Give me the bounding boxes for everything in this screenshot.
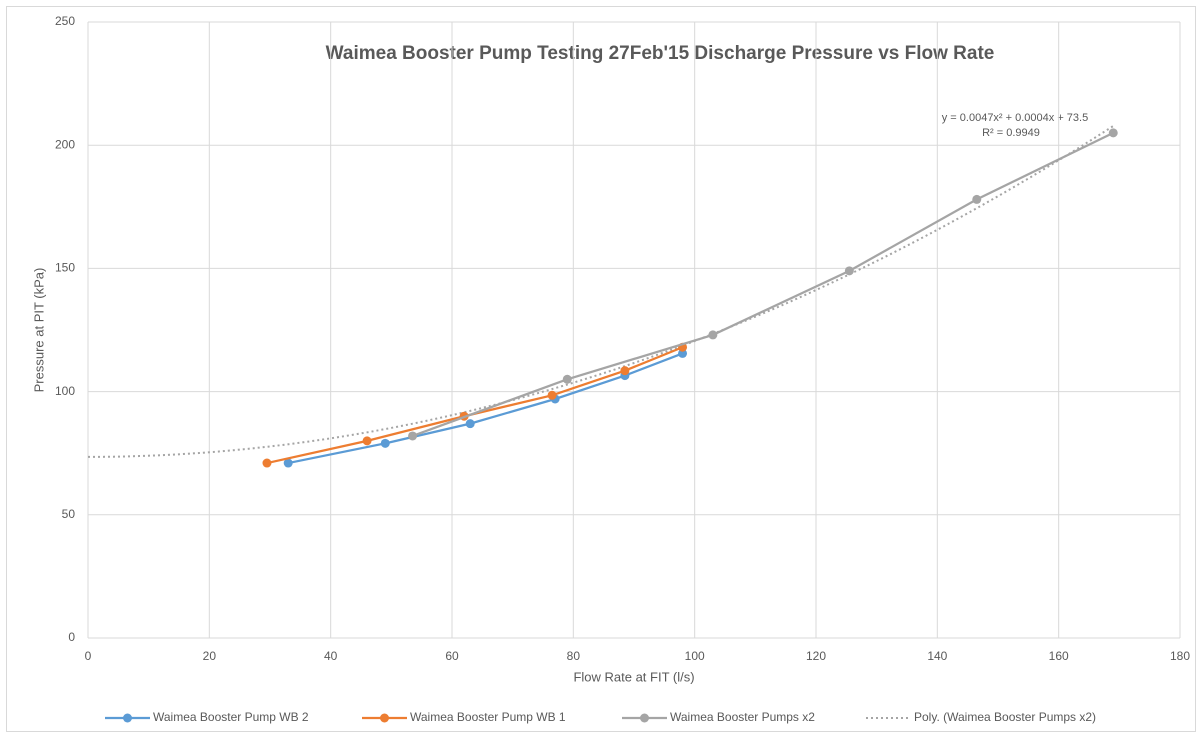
legend-marker bbox=[640, 713, 649, 723]
chart-title: Waimea Booster Pump Testing 27Feb'15 Dis… bbox=[326, 43, 995, 64]
y-tick-label: 100 bbox=[55, 384, 75, 398]
x-tick-label: 0 bbox=[85, 649, 92, 663]
marker bbox=[465, 419, 475, 429]
marker bbox=[408, 431, 418, 441]
x-tick-label: 100 bbox=[685, 649, 705, 663]
marker bbox=[562, 374, 572, 384]
y-axis-title: Pressure at PIT (kPa) bbox=[31, 268, 46, 393]
marker bbox=[972, 194, 982, 204]
x-axis-title: Flow Rate at FIT (l/s) bbox=[573, 669, 694, 684]
x-tick-label: 120 bbox=[806, 649, 826, 663]
x-tick-label: 140 bbox=[927, 649, 947, 663]
marker bbox=[380, 438, 390, 448]
x-tick-label: 180 bbox=[1170, 649, 1190, 663]
marker bbox=[708, 330, 718, 340]
x-tick-label: 20 bbox=[203, 649, 217, 663]
y-tick-label: 250 bbox=[55, 14, 75, 28]
marker bbox=[620, 366, 630, 376]
y-tick-label: 0 bbox=[68, 630, 75, 644]
x-tick-label: 80 bbox=[567, 649, 581, 663]
legend-marker bbox=[123, 713, 132, 723]
marker bbox=[362, 436, 372, 446]
series-line bbox=[266, 346, 683, 465]
marker bbox=[678, 348, 688, 358]
legend-label: Waimea Booster Pump WB 1 bbox=[410, 710, 566, 724]
x-tick-label: 60 bbox=[445, 649, 459, 663]
y-tick-label: 200 bbox=[55, 137, 75, 151]
y-tick-label: 50 bbox=[62, 507, 76, 521]
x-tick-label: 40 bbox=[324, 649, 338, 663]
x-tick-label: 160 bbox=[1049, 649, 1069, 663]
legend-label: Waimea Booster Pump WB 2 bbox=[153, 710, 309, 724]
marker bbox=[262, 458, 272, 468]
series-line bbox=[287, 352, 683, 465]
legend-marker bbox=[380, 713, 389, 723]
trend-equation: y = 0.0047x² + 0.0004x + 73.5 bbox=[942, 112, 1088, 124]
marker bbox=[283, 458, 293, 468]
trend-r2: R² = 0.9949 bbox=[982, 127, 1040, 139]
legend-label: Poly. (Waimea Booster Pumps x2) bbox=[914, 710, 1096, 724]
y-tick-label: 150 bbox=[55, 261, 75, 275]
legend-label: Waimea Booster Pumps x2 bbox=[670, 710, 815, 724]
marker bbox=[1108, 128, 1118, 138]
series-line bbox=[412, 131, 1114, 438]
marker bbox=[547, 390, 557, 400]
trendline bbox=[87, 125, 1114, 458]
marker bbox=[844, 266, 854, 276]
